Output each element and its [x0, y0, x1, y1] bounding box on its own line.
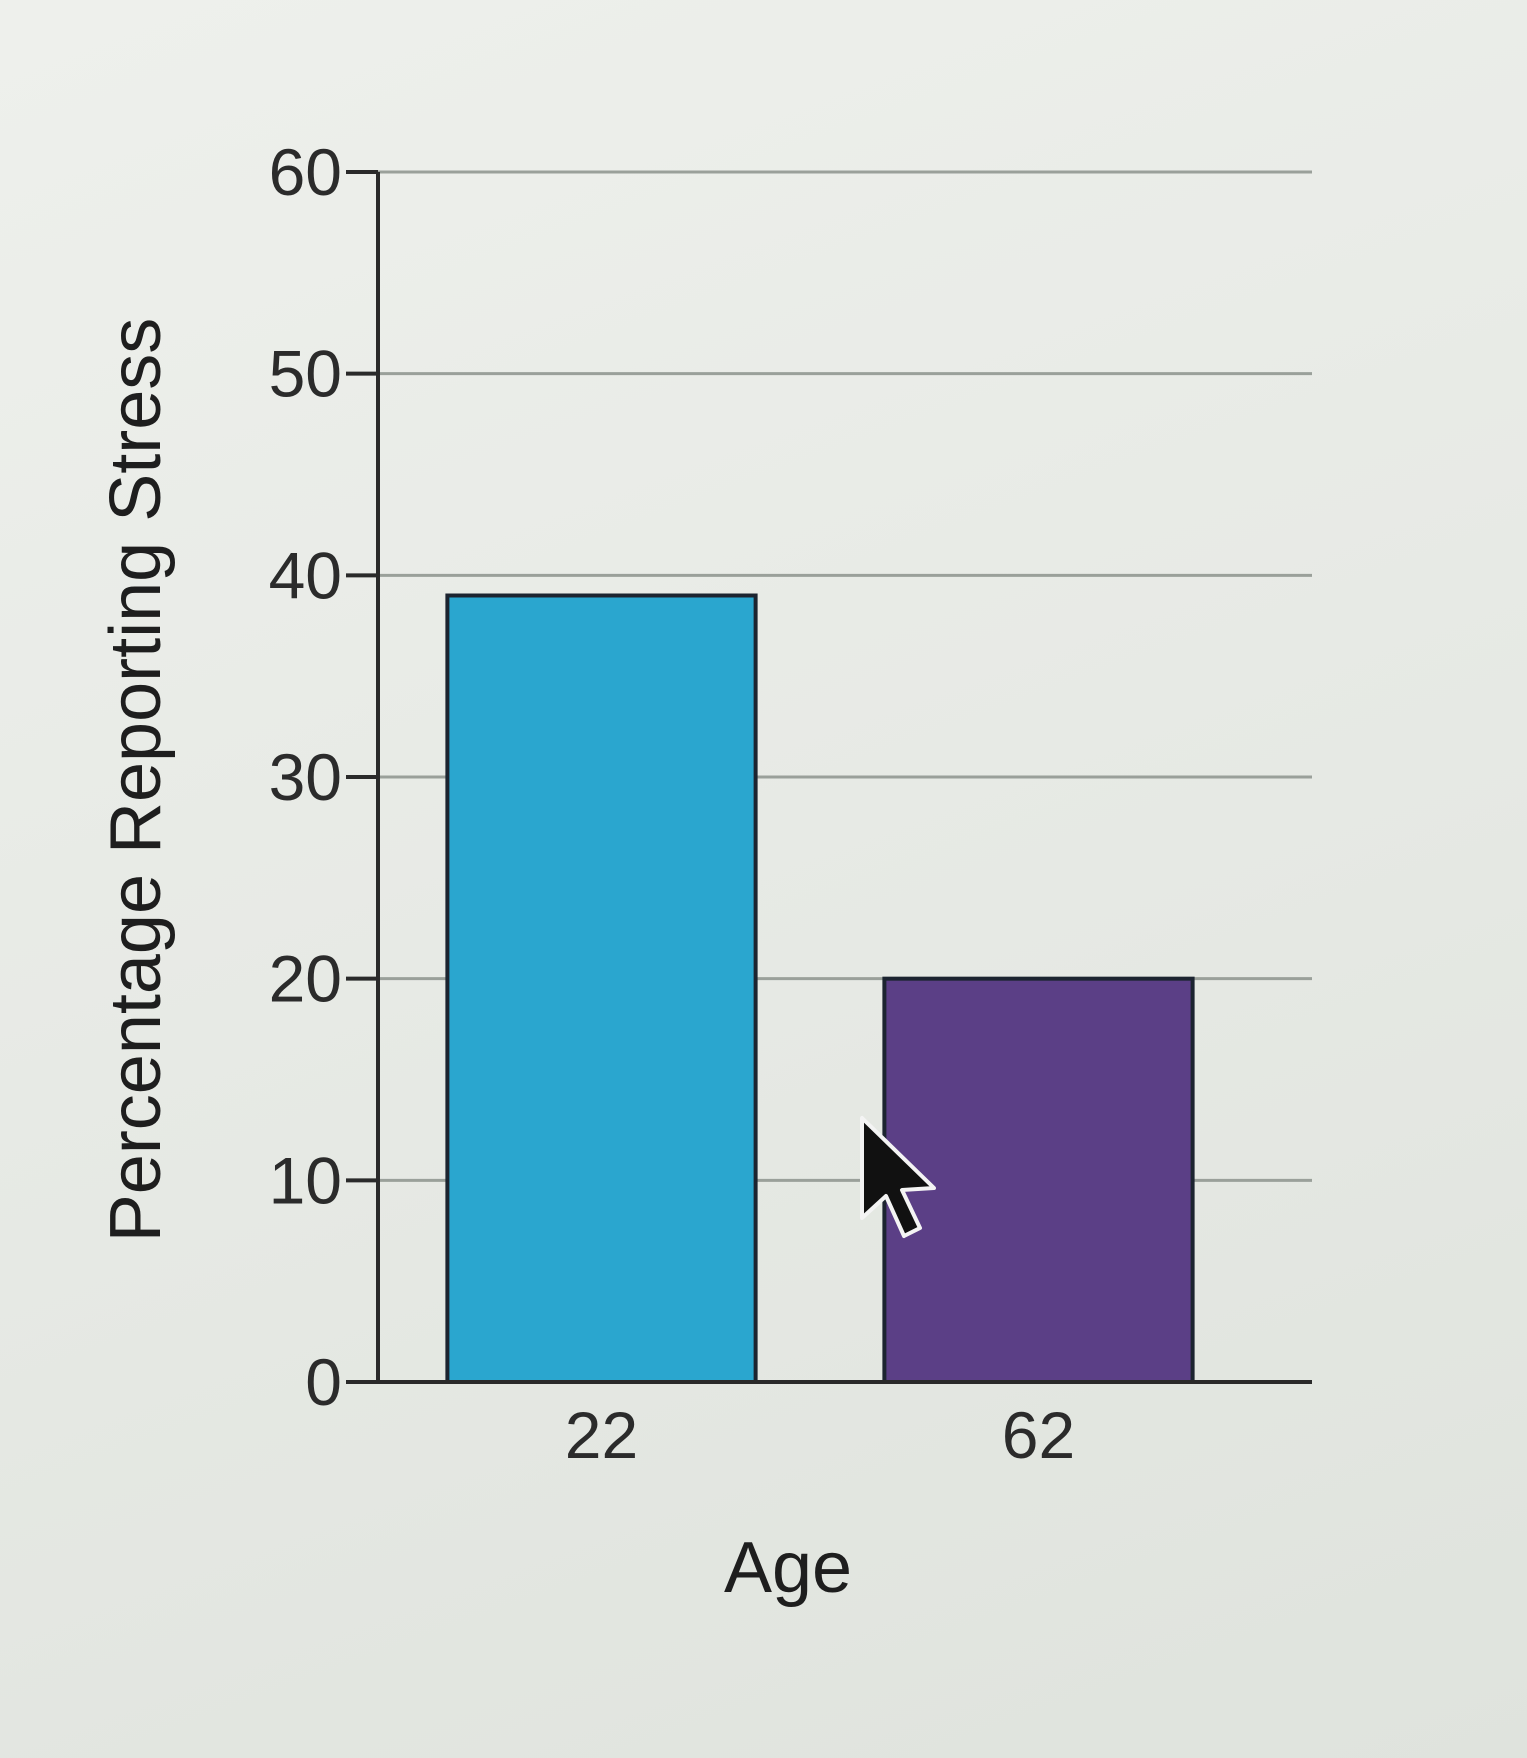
mouse-pointer-icon: [860, 1116, 936, 1238]
y-tick-label: 40: [269, 538, 342, 612]
y-tick-label: 50: [269, 337, 342, 411]
y-tick-label: 60: [269, 135, 342, 209]
y-tick-label: 10: [269, 1143, 342, 1217]
x-tick-labels: 22 62: [565, 1398, 1075, 1472]
y-axis-title: Percentage Reporting Stress: [96, 318, 176, 1243]
bars: [445, 593, 1195, 1385]
x-axis-title: Age: [724, 1528, 852, 1608]
bar-62: [882, 976, 1195, 1385]
x-tick-label: 62: [1002, 1398, 1075, 1472]
bar-22: [445, 593, 758, 1384]
y-tick-label: 20: [269, 942, 342, 1016]
x-tick-label: 22: [565, 1398, 638, 1472]
y-tick-labels: 0 10 20 30 40 50 60: [269, 135, 378, 1419]
y-tick-label: 0: [305, 1345, 342, 1419]
y-tick-label: 30: [269, 740, 342, 814]
